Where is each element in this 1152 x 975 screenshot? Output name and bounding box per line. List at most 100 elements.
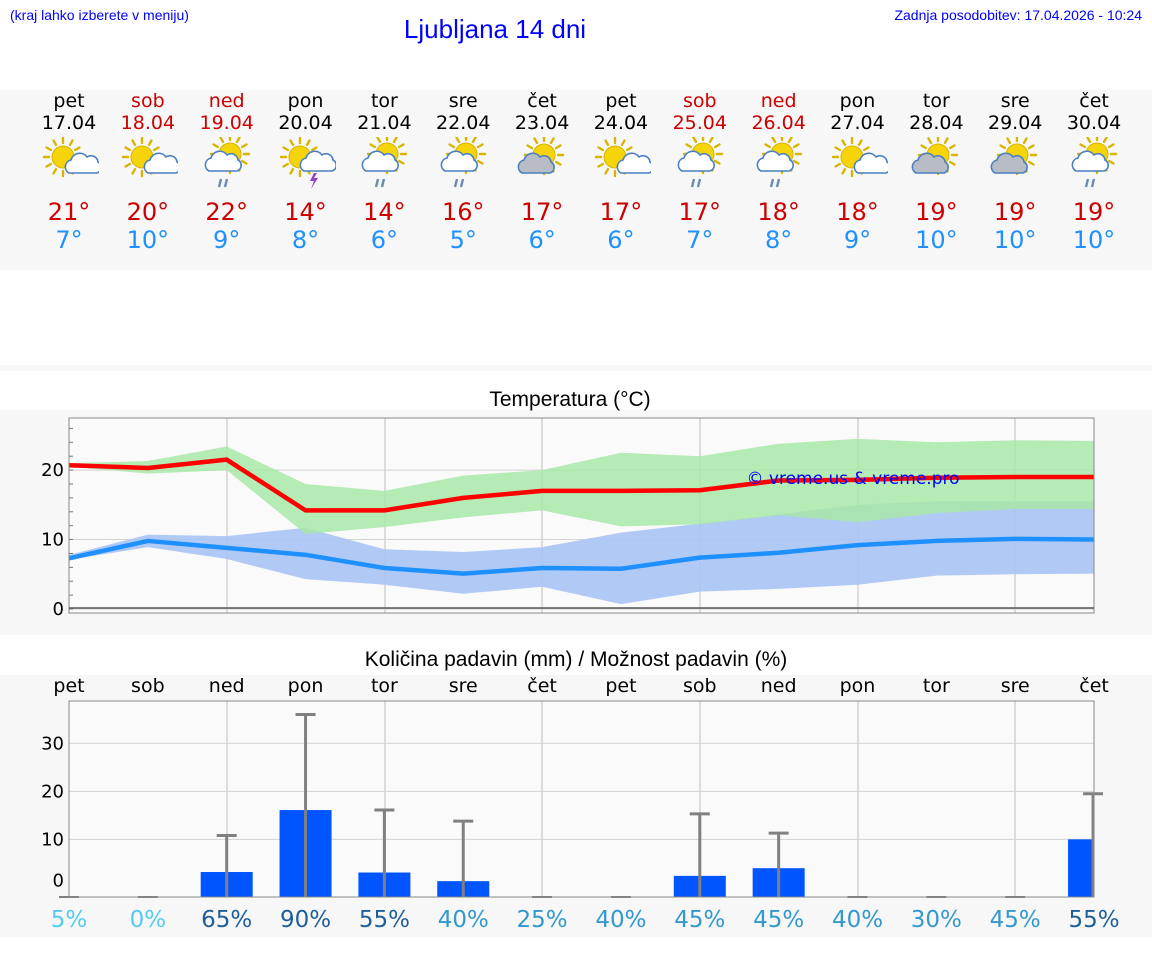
day-name: sob	[131, 90, 165, 112]
cloud-shape	[990, 152, 1029, 174]
max-temperature: 20°	[126, 198, 170, 226]
day-date: 18.04	[120, 112, 176, 134]
temperature-y-tick-label: 10	[41, 530, 64, 551]
max-temp-line	[68, 457, 1095, 513]
day-name: sob	[683, 90, 717, 112]
max-temperature: 19°	[1072, 198, 1116, 226]
day-date: 19.04	[199, 112, 254, 134]
max-temperature: 17°	[599, 198, 643, 226]
day-name: pon	[839, 90, 876, 112]
cloud-shape	[143, 152, 178, 174]
sun-cloud-icon	[581, 137, 661, 193]
rain-drops	[454, 178, 465, 188]
forecast-band	[0, 90, 1152, 270]
day-name: sre	[1000, 90, 1030, 112]
day-name: čet	[527, 90, 557, 112]
min-temp-line	[68, 536, 1095, 576]
day-name: ned	[208, 90, 245, 112]
rain-drops	[690, 178, 701, 188]
day-column: sre 29.04 19° 10°	[975, 90, 1055, 254]
page-title: Ljubljana 14 dni	[403, 14, 587, 44]
last-updated: Zadnja posodobitev: 17.04.2026 - 10:24	[894, 7, 1142, 23]
min-temperature: 8°	[291, 226, 320, 254]
location-menu-hint: (kraj lahko izberete v meniju)	[10, 7, 189, 23]
sun-rain-cloud-icon	[187, 137, 267, 193]
day-date: 25.04	[672, 112, 727, 134]
day-column: sob 18.04 20° 10°	[108, 90, 188, 254]
cloud-shape	[911, 152, 950, 174]
day-name: pet	[53, 90, 85, 112]
day-column: pon 20.04 14° 8°	[266, 90, 346, 254]
temperature-y-tick-label: 20	[41, 460, 64, 481]
temperature-y-tick-label: 0	[53, 599, 64, 620]
min-temp-range-band	[69, 501, 1095, 605]
sun-cloud-icon	[29, 137, 109, 193]
cloud-shape	[299, 150, 336, 172]
day-date: 23.04	[514, 112, 570, 134]
cloud-shape	[362, 150, 400, 172]
min-temperature: 9°	[843, 226, 872, 254]
day-column: tor 28.04 19° 10°	[896, 90, 976, 254]
day-date: 26.04	[751, 112, 806, 134]
day-column: ned 19.04 22° 9°	[187, 90, 267, 254]
cloud-shape	[853, 152, 888, 174]
precipitation-chart-title: Količina padavin (mm) / Možnost padavin …	[364, 648, 788, 671]
sun-grey-cloud-icon	[896, 137, 976, 193]
max-temperature: 17°	[520, 198, 564, 226]
min-temperature: 9°	[213, 226, 241, 254]
sun-cloud-icon	[818, 137, 898, 193]
sun-thunder-icon	[266, 137, 346, 193]
sun-rain-cloud-icon	[423, 137, 503, 193]
day-column: čet 30.04 19° 10°	[1054, 90, 1134, 254]
max-temperature: 16°	[441, 198, 485, 226]
max-temperature: 18°	[836, 198, 879, 226]
cloud-shape	[616, 152, 651, 174]
watermark: © vreme.us & vreme.pro	[746, 469, 959, 489]
lightning-bolt	[309, 173, 318, 189]
min-temperature: 6°	[607, 226, 635, 254]
day-name: tor	[370, 90, 398, 112]
max-temperature: 19°	[993, 198, 1037, 226]
min-temperature: 7°	[55, 226, 83, 254]
day-column: čet 23.04 17° 6°	[502, 90, 582, 254]
max-temperature: 22°	[205, 198, 248, 226]
min-temperature: 7°	[686, 226, 714, 254]
day-date: 21.04	[357, 112, 412, 134]
max-temperature: 18°	[757, 198, 800, 226]
sun-rain-cloud-icon	[344, 137, 424, 193]
day-name: pon	[287, 90, 324, 112]
min-temperature: 10°	[126, 226, 170, 254]
temperature-chart-title: Temperatura (°C)	[489, 388, 651, 411]
min-temperature: 10°	[1072, 226, 1116, 254]
day-name: ned	[760, 90, 797, 112]
min-temperature: 5°	[449, 226, 477, 254]
min-temperature: 10°	[915, 226, 958, 254]
sun-grey-cloud-icon	[975, 137, 1055, 193]
day-name: tor	[922, 90, 950, 112]
day-name: čet	[1079, 90, 1109, 112]
day-column: pet 17.04 21° 7°	[29, 90, 109, 254]
day-date: 22.04	[436, 112, 491, 134]
rain-drops	[1084, 178, 1096, 188]
day-date: 28.04	[909, 112, 964, 134]
sun-rain-cloud-icon	[660, 137, 740, 193]
cloud-shape	[677, 150, 715, 172]
max-temperature: 19°	[915, 198, 958, 226]
day-date: 24.04	[593, 112, 649, 134]
max-temperature: 21°	[47, 198, 91, 226]
sun-grey-cloud-icon	[502, 137, 582, 193]
sun-cloud-icon	[108, 137, 188, 193]
min-temperature: 10°	[993, 226, 1037, 254]
min-temperature: 8°	[765, 226, 793, 254]
rain-drops	[217, 178, 228, 188]
cloud-shape	[204, 150, 242, 172]
rain-drops	[375, 178, 386, 188]
rain-drops	[769, 178, 780, 188]
day-date: 30.04	[1066, 112, 1122, 134]
day-column: tor 21.04 14° 6°	[344, 90, 424, 254]
cloud-shape	[64, 152, 99, 174]
day-column: ned 26.04 18° 8°	[739, 90, 819, 254]
cloud-shape	[517, 152, 556, 174]
max-temperature: 14°	[363, 198, 406, 226]
